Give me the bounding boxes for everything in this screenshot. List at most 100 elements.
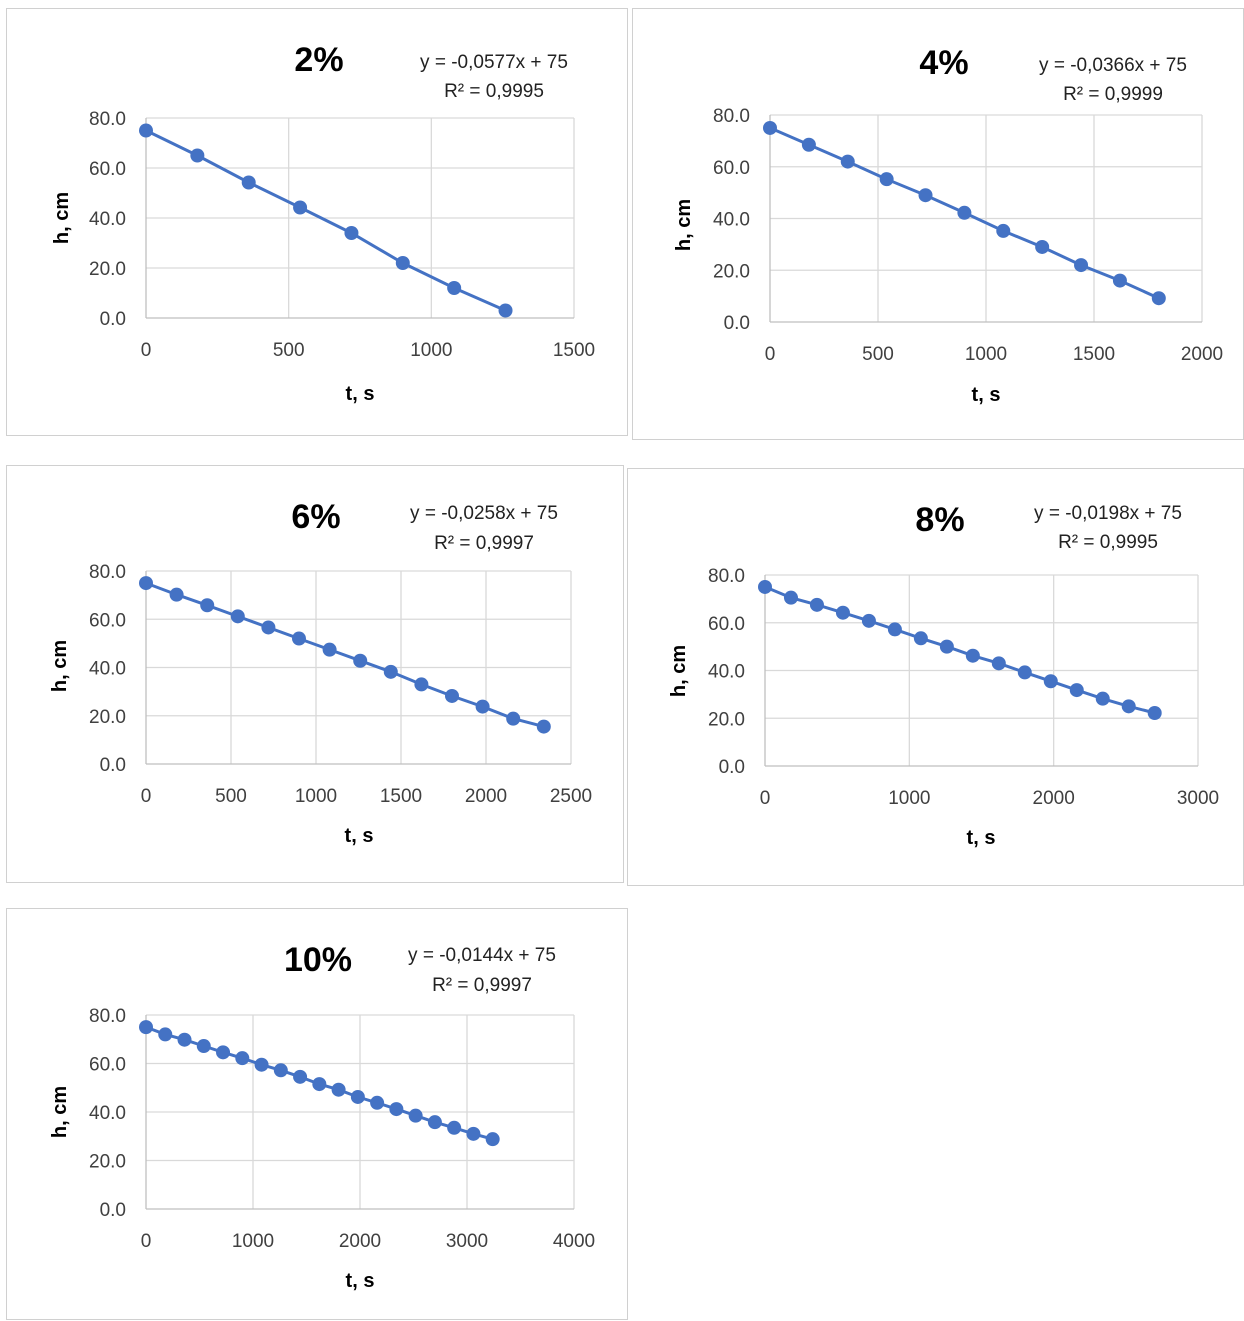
x-tick-label: 2000 (339, 1231, 381, 1252)
r-squared-label: R² = 0,9999 (1063, 84, 1163, 105)
data-point (1121, 699, 1136, 714)
x-tick-label: 0 (141, 1231, 152, 1252)
data-point (395, 256, 410, 270)
chart-panel-2pct: 0.0 20.0 40.0 60.0 80.0 0 500 1000 1500 2% y = -0,… (6, 8, 628, 436)
chart-title: 10% (284, 941, 352, 979)
data-point (139, 123, 153, 138)
x-axis-label: t, s (346, 383, 375, 405)
y-tick-label: 20.0 (89, 259, 126, 280)
data-point (427, 1115, 442, 1130)
data-point (322, 642, 337, 657)
y-tick-label: 80.0 (708, 566, 745, 587)
y-tick-label: 40.0 (89, 659, 126, 680)
y-tick-label: 40.0 (89, 1103, 126, 1124)
trendline (145, 129, 507, 312)
data-point (939, 639, 954, 654)
y-axis-label: h, cm (49, 640, 71, 692)
data-point (254, 1057, 269, 1072)
chart-panel-10pct: 0.0 20.0 40.0 60.0 80.0 0 1000 2000 3000 4000 10% y… (6, 908, 628, 1320)
y-tick-label: 0.0 (100, 755, 126, 776)
trendline-equation: y = -0,0144x + 75 (408, 945, 556, 966)
data-point (879, 172, 894, 187)
data-point (758, 579, 772, 594)
y-tick-label: 20.0 (708, 709, 745, 730)
trendline (764, 585, 1156, 715)
y-tick-label: 20.0 (89, 1152, 126, 1173)
data-point (350, 1089, 365, 1104)
data-point (1035, 239, 1050, 254)
data-point (1074, 258, 1089, 273)
chart-panel-4pct: 0.0 20.0 40.0 60.0 80.0 0 500 1000 1500 2000 4% y =… (632, 8, 1244, 440)
y-tick-label: 80.0 (89, 109, 126, 130)
chart-title: 6% (291, 498, 340, 536)
y-axis-label: h, cm (51, 192, 73, 244)
trendline-equation: y = -0,0198x + 75 (1034, 503, 1182, 524)
y-axis-label: h, cm (49, 1086, 71, 1138)
x-tick-label: 4000 (553, 1231, 595, 1252)
chart-title: 4% (919, 44, 968, 82)
data-point (293, 1069, 308, 1084)
data-point (783, 590, 798, 605)
x-tick-label: 1000 (888, 788, 930, 809)
chart-8pct: 0.0 20.0 40.0 60.0 80.0 0 1000 2000 3000 8% y = -0… (668, 501, 1219, 849)
data-point (261, 620, 276, 635)
x-tick-label: 0 (765, 344, 776, 365)
data-point (1151, 291, 1166, 306)
x-tick-label: 2500 (550, 786, 592, 807)
y-tick-label: 0.0 (100, 309, 126, 330)
chart-6pct: 0.0 20.0 40.0 60.0 80.0 0 500 1000 1500 2000 2500 6… (49, 498, 592, 847)
data-point (1017, 665, 1032, 680)
y-tick-label: 80.0 (89, 1006, 126, 1027)
data-point (1069, 683, 1084, 698)
x-axis-label: t, s (346, 1270, 375, 1292)
x-tick-label: 500 (273, 340, 305, 361)
data-point (1147, 705, 1162, 720)
data-point (158, 1027, 173, 1042)
x-axis-label: t, s (345, 825, 374, 847)
y-tick-label: 40.0 (713, 210, 750, 231)
data-point (331, 1082, 346, 1097)
data-point (840, 154, 855, 169)
y-tick-label: 60.0 (713, 158, 750, 179)
chart-10pct: 0.0 20.0 40.0 60.0 80.0 0 1000 2000 3000 4000 10% y… (49, 941, 595, 1292)
x-tick-label: 0 (141, 340, 152, 361)
x-tick-label: 3000 (1177, 788, 1219, 809)
y-tick-label: 0.0 (719, 757, 745, 778)
x-tick-label: 1500 (380, 786, 422, 807)
data-point (1043, 674, 1058, 689)
y-tick-label: 60.0 (708, 614, 745, 635)
data-point (809, 597, 824, 612)
data-point (445, 688, 459, 703)
y-tick-label: 60.0 (89, 610, 126, 631)
data-point (139, 576, 153, 591)
y-tick-label: 40.0 (89, 209, 126, 230)
x-tick-label: 1500 (1073, 344, 1115, 365)
chart-title: 8% (915, 501, 964, 539)
data-point (475, 699, 490, 714)
data-point (241, 175, 256, 190)
y-tick-label: 80.0 (713, 106, 750, 127)
data-point (447, 1120, 462, 1135)
data-point (177, 1032, 192, 1047)
data-point (196, 1039, 211, 1054)
x-tick-label: 1000 (295, 786, 337, 807)
x-tick-label: 500 (862, 344, 894, 365)
x-tick-label: 1500 (553, 340, 595, 361)
data-point (447, 281, 462, 295)
data-point (957, 205, 972, 220)
x-tick-label: 1000 (232, 1231, 274, 1252)
data-point (414, 677, 429, 692)
y-tick-label: 20.0 (713, 261, 750, 282)
data-point (536, 719, 551, 734)
y-tick-label: 40.0 (708, 662, 745, 683)
y-tick-label: 60.0 (89, 159, 126, 180)
data-point (485, 1132, 500, 1147)
y-tick-label: 20.0 (89, 707, 126, 728)
x-tick-label: 1000 (410, 340, 452, 361)
x-axis-label: t, s (967, 827, 996, 849)
data-point (169, 587, 184, 602)
data-point (763, 120, 777, 135)
y-tick-label: 0.0 (724, 313, 750, 334)
trendline-equation: y = -0,0577x + 75 (420, 52, 568, 73)
data-point (996, 223, 1011, 238)
